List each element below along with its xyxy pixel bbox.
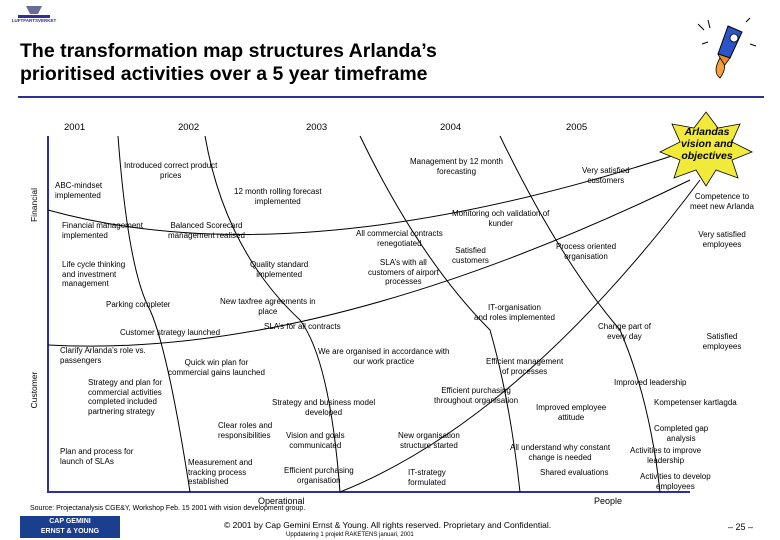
activity-life-cycle-thinking: Life cycle thinking and investment manag…	[62, 260, 126, 288]
year-2004: 2004	[440, 122, 462, 133]
activity-taxfree-agreements: New taxfree agreements in place	[220, 297, 316, 316]
agency-logo: LUFTFARTSVERKET	[4, 4, 64, 24]
objective-very-satisfied-employees: Very satisfied employees	[698, 230, 746, 249]
activity-improve-leadership: Activities to improve leadership	[630, 446, 702, 465]
activity-efficient-purchasing: Efficient purchasing throughout organisa…	[434, 386, 519, 405]
financial-label: Financial	[29, 187, 39, 223]
activity-financial-management: Financial management implemented	[62, 221, 143, 240]
year-2005: 2005	[566, 122, 588, 133]
year-2002: 2002	[178, 122, 200, 133]
activity-it-strategy: IT-strategy formulated	[408, 468, 446, 487]
cgey-logo: CAP GEMINI ERNST & YOUNG	[20, 516, 120, 538]
activity-measurement-tracking: Measurement and tracking process establi…	[188, 458, 253, 486]
activity-efficient-purchasing-org: Efficient purchasing organisation	[284, 466, 354, 485]
activity-monitoring: Monitoring och validation of kunder	[452, 209, 550, 228]
activity-improved-leadership: Improved leadership	[614, 378, 687, 387]
activity-new-organisation: New organisation structure started	[398, 431, 460, 450]
copyright: © 2001 by Cap Gemini Ernst & Young. All …	[224, 520, 552, 530]
source-note: Source: Projectanalysis CGE&Y, Workshop …	[30, 505, 306, 512]
activity-vision-goals: Vision and goals communicated	[286, 431, 345, 450]
activity-sla-all-contracts: SLA’s for all contracts	[264, 322, 341, 331]
activity-completed-gap-analysis: Completed gap analysis	[654, 424, 709, 443]
activity-sla-airport-processes: SLA’s with all customers of airport proc…	[368, 258, 439, 286]
activity-customer-strategy: Customer strategy launched	[120, 328, 221, 337]
cgey-logo-line-1: CAP GEMINI	[49, 518, 91, 525]
activity-it-organisation: IT-organisation and roles implemented	[474, 303, 555, 322]
vision-line-3: objectives	[681, 150, 733, 162]
page-title: The transformation map structures Arland…	[20, 40, 580, 86]
activity-strategy-plan-commercial: Strategy and plan for commercial activit…	[88, 378, 163, 416]
activity-plan-sla-launch: Plan and process for launch of SLAs	[60, 447, 134, 466]
activity-contracts-renegotiated: All commercial contracts renegotiated	[356, 229, 443, 248]
title-line-2: prioritised activities over a 5 year tim…	[20, 63, 428, 85]
activity-quick-win-plan: Quick win plan for commercial gains laun…	[168, 358, 265, 377]
rocket-icon	[690, 14, 760, 84]
activity-develop-employees: Activities to develop employees	[640, 472, 711, 491]
people-label: People	[594, 496, 623, 506]
update-note: Uppdatering 1 projekt RAKETENS januari, …	[286, 532, 414, 538]
activity-change-part: Change part of every day	[598, 322, 651, 341]
agency-logo-text: LUFTFARTSVERKET	[11, 18, 57, 23]
activity-quality-standard: Quality standard implemented	[250, 260, 309, 279]
activity-rolling-forecast: 12 month rolling forecast implemented	[234, 187, 322, 206]
activity-parking: Parking completer	[106, 300, 171, 309]
activity-efficient-management: Efficient management of processes	[486, 357, 564, 376]
vision-line-1: Arlandas	[684, 126, 730, 138]
vision-objectives: Arlandas vision and objectives	[666, 126, 748, 162]
activity-strategy-business-model: Strategy and business model developed	[272, 398, 376, 417]
page-number: – 25 –	[728, 522, 754, 532]
activity-balanced-scorecard: Balanced Scorecard management realised	[168, 221, 245, 240]
cgey-logo-line-2: ERNST & YOUNG	[40, 528, 100, 535]
operational-label: Operational	[258, 496, 305, 506]
title-line-1: The transformation map structures Arland…	[20, 40, 437, 62]
customer-label: Customer	[29, 371, 39, 409]
activity-shared-evaluations: Shared evaluations	[540, 468, 609, 477]
objective-competence: Competence to meet new Arlanda	[689, 192, 755, 211]
activity-abc-mindset: ABC-mindset implemented	[55, 181, 103, 200]
title-rule	[18, 96, 764, 98]
activity-management-forecasting: Management by 12 month forecasting	[410, 157, 503, 176]
activity-all-understand-change: All understand why constant change is ne…	[510, 443, 611, 462]
activity-kompetenser-kartlagda: Kompetenser kartlagda	[654, 398, 737, 407]
activity-clarify-role: Clarify Arlanda’s role vs. passengers	[60, 346, 146, 365]
vision-line-2: vision and	[681, 138, 733, 150]
objective-satisfied-customers: Satisfied customers	[452, 246, 489, 265]
year-2001: 2001	[64, 122, 86, 133]
year-2003: 2003	[306, 122, 328, 133]
activity-process-oriented-organisation: Process oriented organisation	[556, 242, 617, 261]
activity-clear-roles: Clear roles and responsibilities	[218, 421, 273, 440]
activity-organised-work-practice: We are organised in accordance with our …	[318, 347, 450, 366]
activity-product-prices: Introduced correct product prices	[124, 161, 218, 180]
objective-satisfied-employees: Satisfied employees	[702, 332, 742, 351]
objective-very-satisfied-customers: Very satisfied customers	[582, 166, 630, 185]
activity-improved-employee-attitude: Improved employee attitude	[536, 403, 607, 422]
